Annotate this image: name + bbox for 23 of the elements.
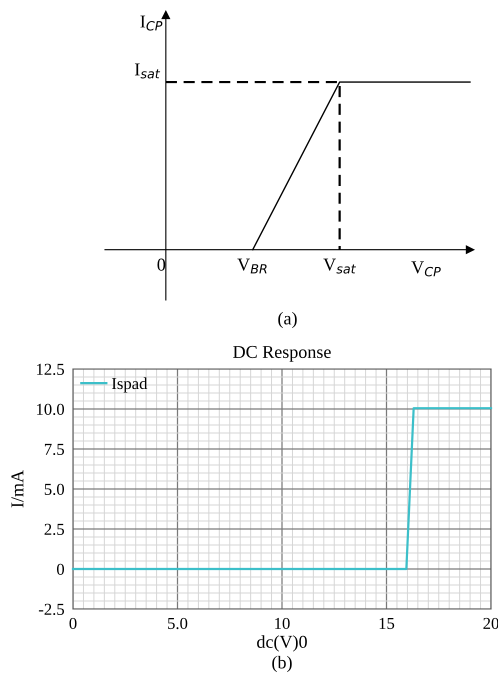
- x-tick-label: V$_{sat}$: [323, 258, 356, 274]
- y-axis-title: I$_{CP}$: [140, 16, 162, 31]
- y-tick-label: 10.0: [36, 404, 64, 416]
- chart-title: DC Response: [233, 346, 331, 362]
- y-tick-label: 12.5: [36, 364, 64, 376]
- y-tick-label: -2.5: [38, 604, 64, 616]
- x-tick-label: 10: [275, 618, 290, 630]
- y-tick-label: 0: [56, 564, 64, 575]
- text: (b): [272, 656, 292, 672]
- x-tick-label: 0: [69, 618, 77, 630]
- annotation: I$_{sat}$: [134, 64, 160, 78]
- y-axis-title: I/mA: [11, 470, 24, 508]
- legend-label: Ispad: [112, 377, 148, 393]
- x-tick-label: V$_{BR}$: [237, 258, 267, 274]
- x-tick-label: 0: [157, 258, 166, 271]
- x-axis-title: V$_{CP}$: [411, 261, 441, 276]
- y-tick-label: 2.5: [44, 524, 64, 536]
- x-axis-title: dc(V)0: [257, 635, 307, 652]
- y-tick-label: 7.5: [44, 444, 64, 456]
- x-tick-label: 15: [380, 618, 394, 630]
- y-tick-label: 5.0: [44, 484, 64, 496]
- text: (a): [278, 312, 297, 328]
- x-tick-label: 5.0: [168, 618, 188, 630]
